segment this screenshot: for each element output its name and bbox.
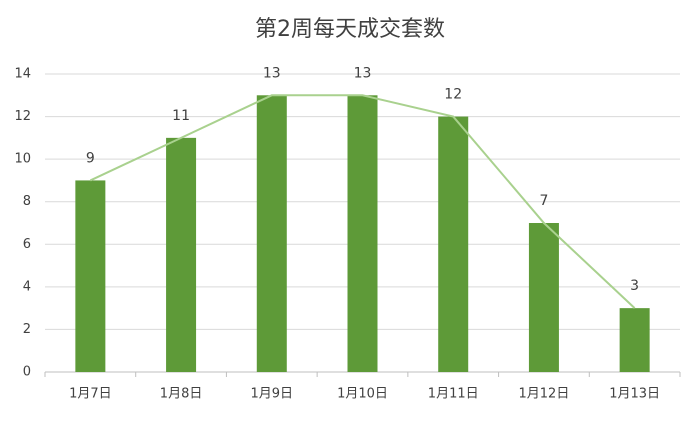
x-tick-label: 1月10日 <box>337 387 388 402</box>
y-tick-label: 6 <box>23 237 31 252</box>
y-tick-label: 0 <box>23 365 31 380</box>
bar <box>438 116 469 372</box>
trend-line <box>89 94 636 309</box>
bar <box>75 180 106 372</box>
chart-title: 第2周每天成交套数 <box>255 17 445 42</box>
x-tick-label: 1月12日 <box>519 387 570 402</box>
y-tick-label: 2 <box>23 322 31 337</box>
data-label: 13 <box>354 65 372 81</box>
y-tick-label: 10 <box>14 152 31 167</box>
y-tick-label: 4 <box>23 279 31 294</box>
x-tick-label: 1月11日 <box>428 387 479 402</box>
bar <box>619 308 650 372</box>
x-tick-label: 1月13日 <box>609 387 660 402</box>
data-label: 9 <box>86 150 95 166</box>
bar <box>347 95 378 373</box>
y-tick-label: 12 <box>14 109 31 124</box>
bar <box>166 137 197 372</box>
y-tick-label: 8 <box>23 194 31 209</box>
y-tick-label: 14 <box>14 67 31 82</box>
data-label: 13 <box>263 65 281 81</box>
data-label: 7 <box>539 193 548 209</box>
x-tick-label: 1月7日 <box>69 387 112 402</box>
data-label: 11 <box>172 108 190 124</box>
data-label: 12 <box>444 87 462 103</box>
bar <box>528 223 559 372</box>
x-tick-label: 1月8日 <box>160 387 203 402</box>
x-tick-label: 1月9日 <box>251 387 294 402</box>
bar <box>256 95 287 373</box>
data-label: 3 <box>630 278 639 294</box>
